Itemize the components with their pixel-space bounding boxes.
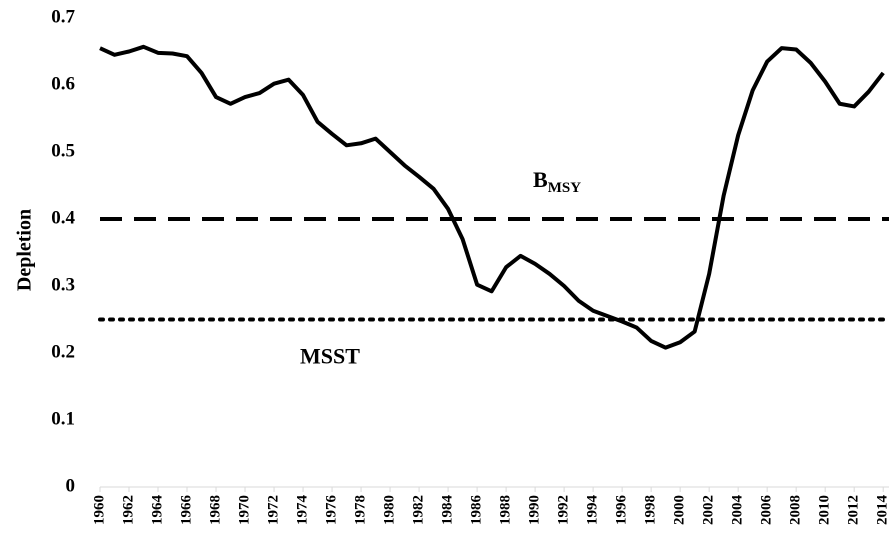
- data-line: [99, 44, 885, 350]
- x-tick-label: 2008: [788, 495, 804, 525]
- x-tick-label: 1966: [178, 495, 194, 526]
- x-tick-label: 1978: [353, 495, 369, 525]
- x-tick-label: 1976: [323, 495, 339, 526]
- reference-label: MSST: [300, 344, 360, 369]
- reference-label: BMSY: [533, 167, 581, 196]
- x-tick-label: 1984: [440, 495, 456, 526]
- x-tick-label: 2002: [701, 495, 717, 525]
- reference-label-sub: MSY: [548, 180, 582, 196]
- y-tick-label: 0: [66, 475, 76, 496]
- x-tick-label: 2010: [817, 495, 833, 525]
- x-tick-label: 1988: [498, 495, 514, 525]
- x-tick-label: 2006: [759, 495, 775, 526]
- x-tick-label: 2004: [730, 495, 746, 526]
- y-tick-label: 0.1: [51, 408, 75, 429]
- y-axis-title: Depletion: [14, 209, 36, 291]
- x-tick-label: 1974: [294, 495, 310, 526]
- x-tick-label: 2014: [875, 495, 889, 526]
- x-tick-label: 1996: [614, 495, 630, 526]
- x-tick-label: 1998: [643, 495, 659, 525]
- y-tick-label: 0.2: [51, 341, 75, 362]
- y-tick-label: 0.3: [51, 274, 75, 295]
- x-tick-label: 1960: [91, 495, 107, 525]
- x-tick-label: 1990: [527, 495, 543, 525]
- x-tick-label: 2000: [672, 495, 688, 525]
- x-tick-label: 1992: [556, 495, 572, 525]
- y-tick-label: 0.7: [51, 6, 75, 27]
- x-tick-label: 1994: [585, 495, 601, 526]
- reference-label-main: B: [533, 167, 548, 192]
- x-tick-label: 1980: [382, 495, 398, 525]
- y-tick-label: 0.5: [51, 140, 75, 161]
- x-tick-label: 1982: [411, 495, 427, 525]
- x-tick-label: 1968: [207, 495, 223, 525]
- y-tick-label: 0.6: [51, 73, 75, 94]
- x-tick-label: 1962: [120, 495, 136, 525]
- x-tick-label: 1970: [236, 495, 252, 525]
- y-tick-label: 0.4: [51, 207, 75, 228]
- x-tick-label: 1986: [469, 495, 485, 526]
- x-tick-label: 2012: [846, 495, 862, 525]
- x-tick-label: 1964: [149, 495, 165, 526]
- x-tick-label: 1972: [265, 495, 281, 525]
